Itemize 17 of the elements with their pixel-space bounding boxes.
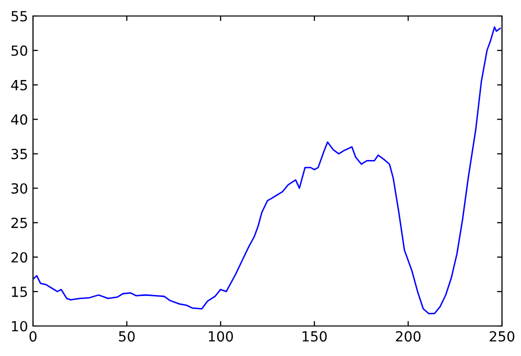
x-tick-label: 100 (208, 331, 233, 342)
y-tick-label: 55 (12, 11, 27, 22)
x-tick-label: 50 (119, 331, 135, 342)
x-tick-label: 0 (29, 331, 36, 342)
y-tick-label: 50 (12, 45, 28, 56)
y-tick-label: 45 (11, 80, 27, 90)
y-tick-label: 15 (12, 286, 27, 298)
x-tick-label: 200 (396, 331, 421, 342)
x-tick-label: 150 (302, 331, 327, 342)
y-tick-label: 30 (12, 183, 28, 194)
y-tick-label: 20 (11, 252, 28, 263)
line-series (33, 26, 501, 314)
x-tick-label: 250 (490, 331, 514, 342)
y-tick-label: 40 (11, 114, 28, 125)
y-tick-label: 25 (11, 218, 27, 228)
y-tick-label: 10 (12, 320, 28, 332)
y-tick-label: 35 (12, 148, 27, 160)
